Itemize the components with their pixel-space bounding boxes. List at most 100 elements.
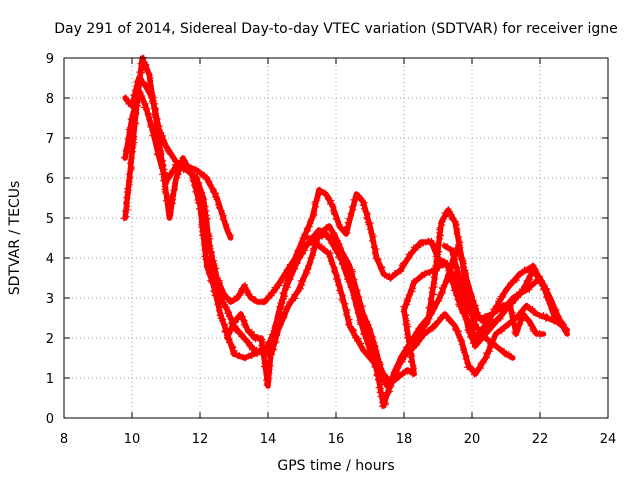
data-point — [238, 333, 245, 340]
data-point — [499, 309, 506, 316]
data-point — [256, 348, 263, 355]
data-point — [347, 210, 354, 217]
data-point — [369, 357, 376, 364]
data-point — [428, 285, 435, 291]
data-point — [421, 331, 428, 338]
data-point — [327, 249, 334, 256]
data-point — [227, 232, 234, 239]
data-point — [452, 327, 459, 334]
data-point — [307, 235, 314, 242]
y-tick-label: 0 — [46, 412, 54, 427]
data-point — [122, 154, 129, 161]
data-point — [509, 279, 516, 286]
data-point — [254, 333, 261, 340]
data-point — [157, 141, 164, 148]
data-point — [210, 188, 217, 195]
data-point — [204, 215, 211, 222]
data-point — [526, 304, 533, 311]
data-point — [350, 326, 357, 333]
data-point — [376, 260, 383, 267]
data-point — [310, 245, 317, 252]
data-point — [282, 287, 289, 294]
data-point — [273, 320, 279, 326]
data-point — [360, 315, 367, 322]
data-point — [435, 248, 442, 255]
data-point — [143, 106, 149, 113]
data-point — [540, 312, 547, 318]
data-point — [370, 238, 377, 245]
data-point — [280, 296, 287, 303]
data-point — [335, 281, 342, 288]
data-point — [402, 321, 409, 328]
data-point — [442, 213, 449, 220]
data-point — [436, 295, 443, 302]
data-point — [427, 296, 434, 303]
data-point — [544, 314, 551, 321]
data-point — [513, 277, 520, 284]
data-point — [169, 167, 176, 174]
data-point — [516, 271, 523, 278]
data-point — [328, 197, 335, 204]
x-tick-labels: 8 10 12 14 16 18 20 22 24 — [60, 432, 616, 447]
data-point — [519, 311, 526, 318]
data-point — [527, 322, 534, 329]
data-point — [248, 331, 255, 337]
y-tick-label: 7 — [46, 132, 54, 147]
data-point — [296, 243, 303, 250]
data-point — [344, 275, 351, 282]
data-point — [326, 233, 333, 240]
data-point — [174, 174, 181, 181]
data-point — [458, 279, 465, 286]
data-point — [446, 318, 453, 324]
data-point — [197, 202, 204, 209]
data-point — [224, 332, 231, 339]
data-point — [138, 67, 145, 74]
data-point — [294, 247, 301, 254]
data-point — [484, 354, 490, 361]
data-point — [213, 196, 220, 203]
data-point — [223, 294, 230, 300]
data-point — [418, 328, 425, 334]
data-point — [496, 303, 503, 310]
data-point — [266, 366, 273, 373]
x-tick-label: 10 — [124, 432, 141, 447]
data-point — [126, 171, 133, 178]
data-point — [461, 349, 467, 356]
data-point — [265, 375, 272, 382]
data-point — [412, 334, 419, 341]
y-tick-label: 6 — [46, 172, 54, 187]
data-point — [537, 332, 544, 339]
y-axis-label: SDTVAR / TECUs — [7, 181, 23, 296]
data-point — [447, 212, 454, 219]
data-point — [398, 268, 405, 275]
data-point — [300, 244, 307, 251]
data-point — [260, 298, 266, 305]
data-point — [461, 308, 468, 315]
data-point — [127, 160, 133, 167]
data-point — [530, 309, 537, 316]
data-point — [432, 270, 439, 277]
data-point — [189, 170, 196, 177]
data-point — [373, 364, 380, 371]
data-point — [434, 241, 441, 248]
data-point — [324, 248, 331, 255]
chart-title: Day 291 of 2014, Sidereal Day-to-day VTE… — [54, 21, 617, 37]
data-point — [171, 179, 178, 186]
data-point — [364, 352, 371, 359]
data-point — [202, 244, 209, 251]
data-point — [354, 338, 361, 344]
data-point — [199, 214, 206, 220]
data-point — [311, 207, 318, 214]
data-point — [515, 294, 522, 301]
data-point — [372, 343, 379, 350]
y-tick-label: 4 — [46, 252, 54, 267]
data-point — [365, 221, 372, 228]
data-point — [480, 330, 487, 337]
data-point — [378, 265, 384, 272]
data-point — [463, 352, 470, 359]
data-point — [257, 337, 263, 344]
data-point — [307, 255, 314, 262]
data-point — [236, 352, 243, 359]
data-point — [561, 328, 568, 334]
data-point — [213, 274, 220, 281]
